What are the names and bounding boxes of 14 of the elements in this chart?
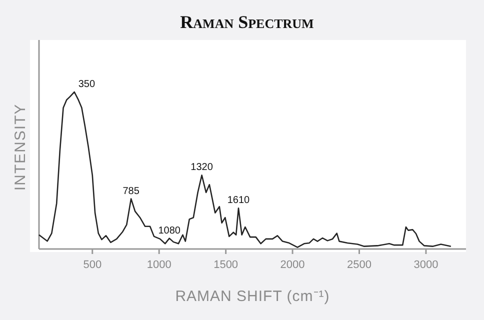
y-axis-title: INTENSITY xyxy=(12,103,29,191)
x-tick-label: 2000 xyxy=(280,258,305,271)
chart-title: Raman Spectrum xyxy=(180,12,314,32)
annotation: 1320 xyxy=(190,162,214,174)
x-tick-label: 1500 xyxy=(214,258,238,271)
annotation: 1610 xyxy=(227,195,250,206)
x-tick-label: 1000 xyxy=(146,258,172,271)
annotation: 1080 xyxy=(158,225,181,236)
x-tick-label: 3000 xyxy=(414,258,438,271)
x-axis-title: RAMAN SHIFT (cm⁻¹) xyxy=(175,288,330,305)
x-tick-label: 500 xyxy=(83,258,102,271)
annotation: 785 xyxy=(122,186,140,197)
x-tick-label: 2500 xyxy=(347,258,372,271)
annotation: 350 xyxy=(78,79,96,90)
